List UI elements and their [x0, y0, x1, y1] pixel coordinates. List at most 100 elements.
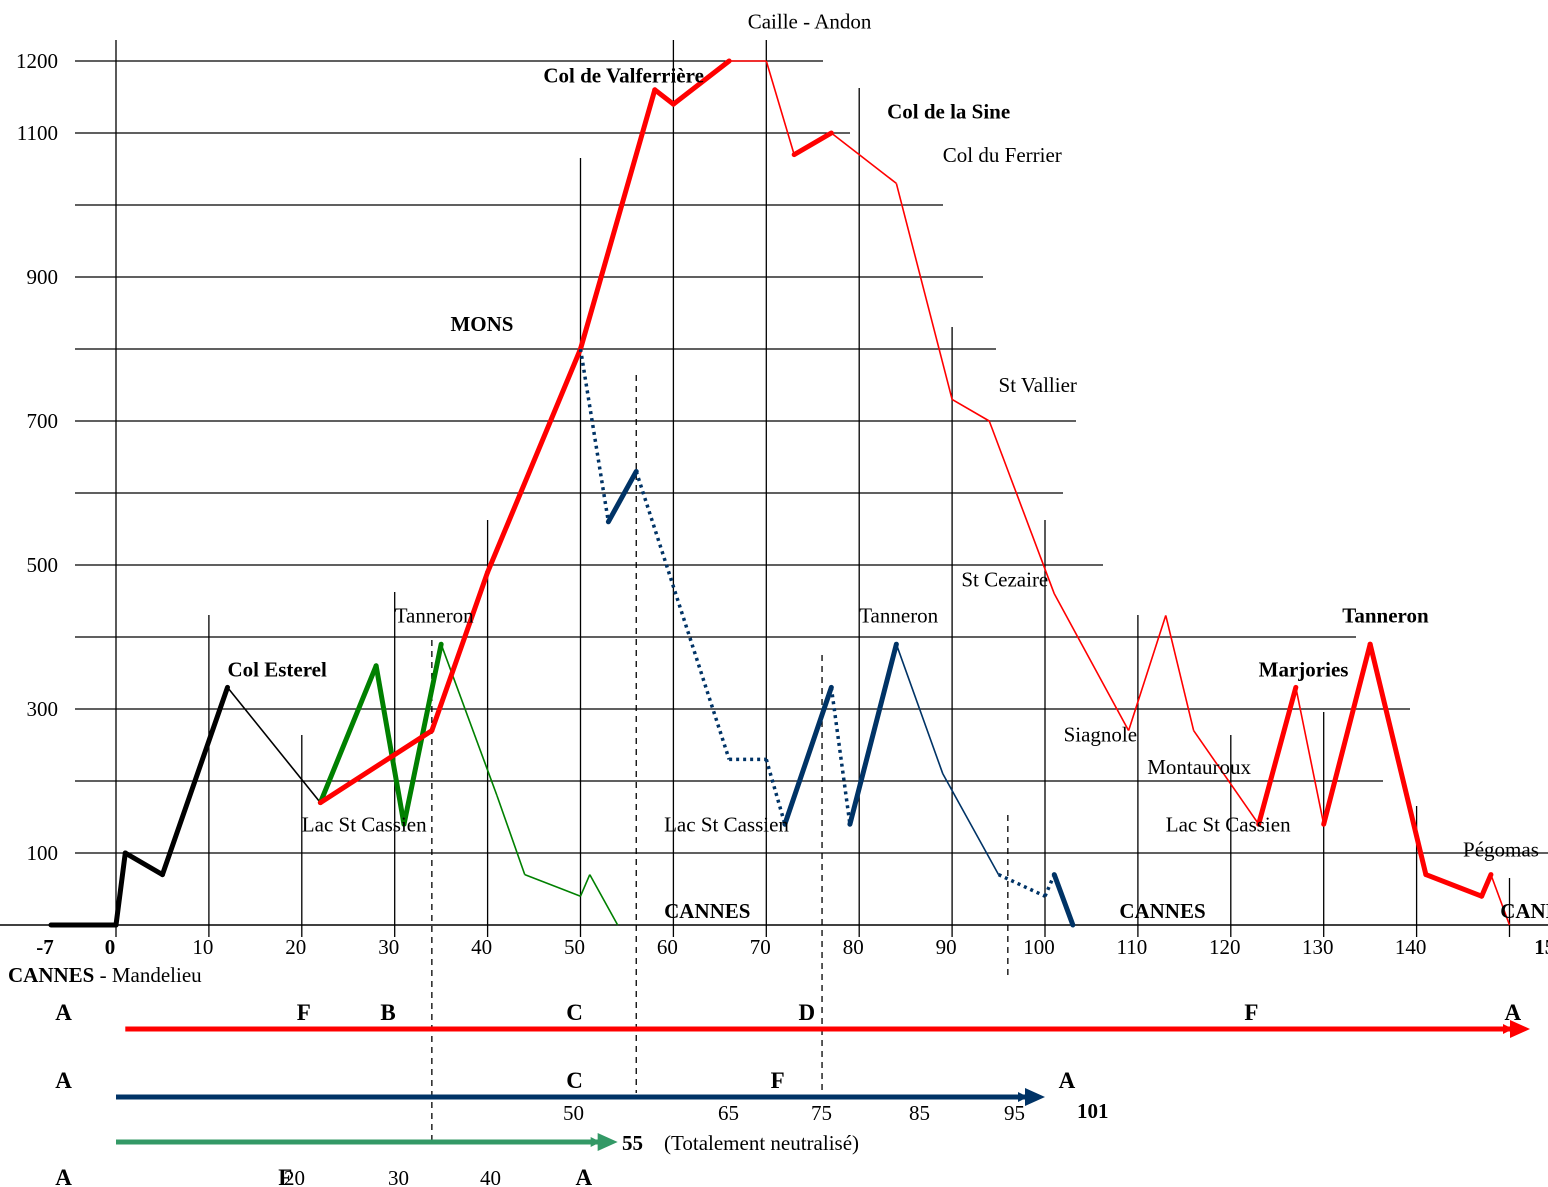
annotation-18: CANNES	[664, 899, 750, 923]
route-0-letter-4: D	[798, 1000, 815, 1025]
x-tick-0: 0	[105, 935, 116, 959]
series-1-segment-7	[589, 874, 619, 926]
series-2-segment-3	[578, 87, 658, 352]
x-tick-90: 90	[936, 935, 957, 959]
x-tick-140: 140	[1395, 935, 1427, 959]
route-2-letter-2: A	[576, 1165, 593, 1187]
annotation-4: MONS	[450, 312, 513, 336]
route-arrowtip-2	[597, 1133, 618, 1151]
series-2-segment-15	[1164, 615, 1195, 731]
series-2-segment-9	[830, 132, 897, 185]
series-3-segment-0	[578, 348, 611, 523]
cutoff-dashed-lines	[431, 375, 1009, 1145]
series-2-segment-16	[1192, 730, 1260, 825]
annotation-17: Pégomas	[1463, 838, 1539, 862]
x-axis-caption-bold: CANNES	[8, 963, 94, 987]
series-0-segment-2	[122, 850, 165, 878]
route-2-note: (Totalement neutralisé)	[664, 1131, 859, 1155]
series-3-segment-1	[605, 468, 639, 525]
series-3-segment-12	[1051, 872, 1076, 928]
annotation-15: Lac St Cassien	[664, 812, 789, 836]
series-2-segment-11	[951, 398, 990, 422]
series-2-segment-13	[1053, 593, 1130, 731]
series-2-segment-4	[652, 87, 676, 107]
x-tick-110: 110	[1117, 935, 1148, 959]
route-2-km-40: 40	[480, 1166, 501, 1187]
annotation-5: St Vallier	[999, 373, 1077, 397]
series-3-segment-2	[634, 470, 731, 760]
route-1-km-95: 95	[1004, 1101, 1025, 1125]
route-1-km-65: 65	[718, 1101, 739, 1125]
series-0-segment-3	[159, 684, 230, 878]
x-tick-50: 50	[564, 935, 585, 959]
route-1-end-value: 101	[1077, 1099, 1109, 1123]
series-2-segment-22	[1479, 872, 1494, 899]
route-0-letter-5: F	[1244, 1000, 1258, 1025]
y-tick-1100: 1100	[17, 121, 58, 145]
route-arrowtip-0	[1510, 1020, 1530, 1038]
series-2-segment-0	[317, 728, 435, 806]
route-1-km-50: 50	[563, 1101, 584, 1125]
y-tick-500: 500	[27, 553, 59, 577]
chart-series	[48, 58, 1511, 928]
annotation-1: Col de Valferrière	[543, 64, 704, 88]
series-2-segment-19	[1321, 641, 1373, 827]
series-1-segment-0	[317, 663, 379, 806]
route-1-km-75: 75	[811, 1101, 832, 1125]
annotation-0: Caille - Andon	[748, 10, 872, 34]
series-1-segment-3	[440, 643, 498, 796]
chart-annotations: Caille - Andon Col de Valferrière Col de l…	[227, 10, 1548, 923]
series-2-segment-17	[1256, 684, 1299, 827]
x-tick-30: 30	[378, 935, 399, 959]
annotation-14: Lac St Cassien	[302, 812, 427, 836]
annotation-2: Col de la Sine	[887, 100, 1010, 124]
route-2-km-20: 20	[284, 1166, 305, 1187]
series-2-segment-23	[1490, 874, 1511, 926]
series-2-segment-10	[895, 183, 953, 400]
route-0-letter-1: F	[297, 1000, 311, 1025]
route-1-letter-2: F	[771, 1068, 785, 1093]
series-2-segment-8	[791, 130, 834, 158]
series-1-segment-4	[496, 795, 526, 875]
annotation-19: CANNES	[1119, 899, 1205, 923]
annotation-11: Marjories	[1259, 658, 1349, 682]
annotation-13: Montauroux	[1147, 755, 1251, 779]
route-2-km-30: 30	[388, 1166, 409, 1187]
series-3-segment-10	[997, 873, 1046, 898]
x-tick-80: 80	[843, 935, 864, 959]
x-tick-100: 100	[1023, 935, 1055, 959]
series-3-segment-6	[829, 687, 852, 825]
series-2-segment-21	[1423, 872, 1485, 899]
y-axis-ticks: 100 300 500 700 900 1100 1200	[16, 49, 58, 865]
x-tick-130: 130	[1302, 935, 1334, 959]
x-tick-10: 10	[192, 935, 213, 959]
annotation-8: Tanneron	[859, 604, 938, 628]
route-2-end-value: 55	[622, 1131, 643, 1155]
route-2-letter-0: A	[55, 1165, 72, 1187]
series-3-segment-8	[895, 643, 944, 775]
y-tick-700: 700	[27, 409, 59, 433]
annotation-20: CANNES	[1500, 899, 1548, 923]
annotation-12: Siagnole	[1064, 722, 1138, 746]
annotation-3: Col du Ferrier	[943, 143, 1062, 167]
annotation-10: Col Esterel	[227, 658, 327, 682]
y-tick-900: 900	[27, 265, 59, 289]
x-axis-caption: CANNES - Mandelieu	[8, 963, 202, 987]
series-2-segment-12	[988, 420, 1056, 595]
x-tick-155: 155	[1534, 935, 1548, 959]
route-1-km-85: 85	[909, 1101, 930, 1125]
series-1-segment-6	[579, 874, 591, 897]
series-0-segment-4	[226, 686, 322, 804]
series-2-segment-7	[765, 60, 795, 155]
route-0-letter-0: A	[55, 1000, 72, 1025]
chart-grid	[0, 60, 1548, 926]
annotation-7: Tanneron	[395, 604, 474, 628]
x-tick-40: 40	[471, 935, 492, 959]
y-tick-300: 300	[27, 697, 59, 721]
x-tick--7: -7	[36, 935, 54, 959]
route-1-letter-0: A	[55, 1068, 72, 1093]
route-0-letter-2: B	[380, 1000, 395, 1025]
series-2-segment-2	[485, 346, 583, 575]
